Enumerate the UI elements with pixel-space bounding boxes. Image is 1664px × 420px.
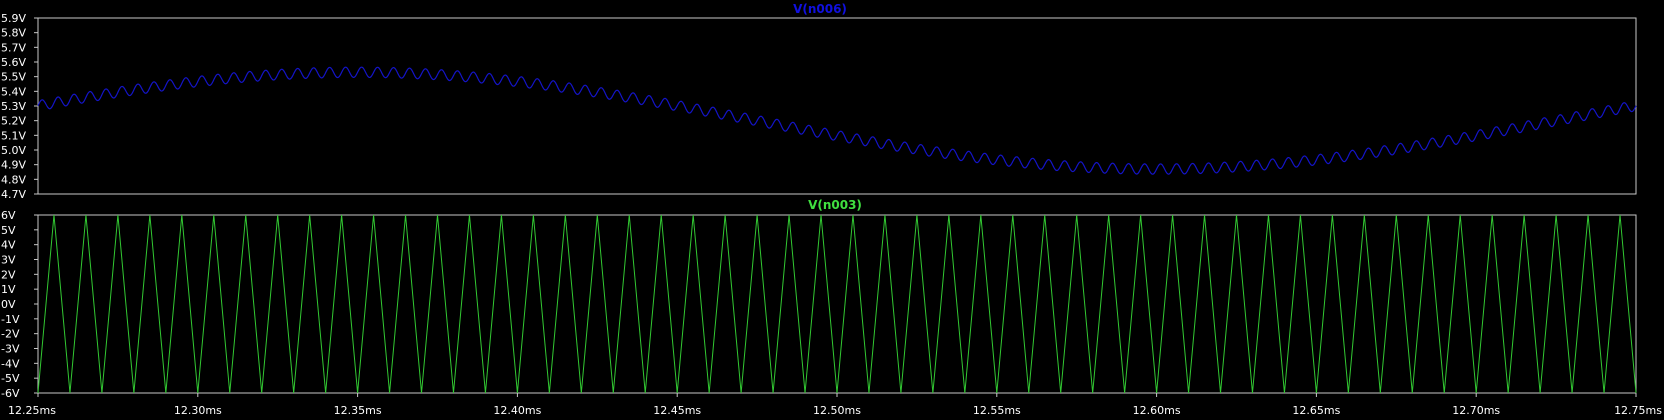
y-tick-label: -1V [1, 313, 20, 326]
y-tick-label: -3V [1, 343, 20, 356]
y-tick-label: 5.0V [1, 144, 26, 157]
y-tick-label: 5.3V [1, 100, 26, 113]
y-tick-label: 6V [1, 209, 16, 222]
y-axis-top: 5.9V 5.8V5.7V 5.6V 5.5V5.4V 5.3V 5.2V5.1V 5.0V… [1, 12, 38, 201]
y-tick-label: 0V [1, 298, 16, 311]
y-tick-label: -4V [1, 357, 20, 370]
y-tick-label: 3V [1, 254, 16, 267]
y-tick-label: 4.9V [1, 159, 26, 172]
y-tick-label: -6V [1, 387, 20, 400]
trace-group-v-n006 [37, 66, 1637, 175]
y-tick-label: 2V [1, 268, 16, 281]
y-tick-label: 5.2V [1, 115, 26, 128]
trace-title-v-n003[interactable]: V(n003) [808, 198, 862, 212]
y-tick-label: -2V [1, 328, 20, 341]
y-tick-label: 5.9V [1, 12, 26, 25]
x-tick-label: 12.35ms [334, 404, 382, 417]
pane-v-n006: V(n006) 5.9V 5.8V5.7V 5.6V 5.5V5.4V 5.3V 5.2V… [1, 2, 1637, 201]
y-tick-label: 5.7V [1, 41, 26, 54]
y-tick-label: -5V [1, 372, 20, 385]
y-tick-label: 4.8V [1, 173, 26, 186]
x-tick-label: 12.40ms [493, 404, 541, 417]
y-tick-label: 5.6V [1, 56, 26, 69]
x-tick-label: 12.55ms [973, 404, 1021, 417]
x-tick-label: 12.70ms [1452, 404, 1500, 417]
x-tick-label: 12.50ms [813, 404, 861, 417]
y-tick-label: 5V [1, 224, 16, 237]
x-axis-time: 12.25ms 12.30ms 12.35ms 12.40ms 12.45ms 12.50… [8, 393, 1662, 417]
y-tick-label: 5.8V [1, 27, 26, 40]
x-tick-label: 12.30ms [174, 404, 222, 417]
y-tick-label: 4.7V [1, 188, 26, 201]
trace-v-n006[interactable] [37, 66, 1637, 175]
x-tick-label: 12.75ms [1614, 404, 1662, 417]
trace-title-v-n006[interactable]: V(n006) [793, 2, 847, 16]
x-tick-label: 12.60ms [1133, 404, 1181, 417]
x-tick-label: 12.45ms [653, 404, 701, 417]
y-tick-label: 5.4V [1, 85, 26, 98]
x-tick-label: 12.25ms [8, 404, 56, 417]
y-tick-label: 4V [1, 239, 16, 252]
y-tick-label: 5.5V [1, 71, 26, 84]
y-tick-label: 5.1V [1, 129, 26, 142]
y-tick-label: 1V [1, 283, 16, 296]
x-tick-label: 12.65ms [1292, 404, 1340, 417]
